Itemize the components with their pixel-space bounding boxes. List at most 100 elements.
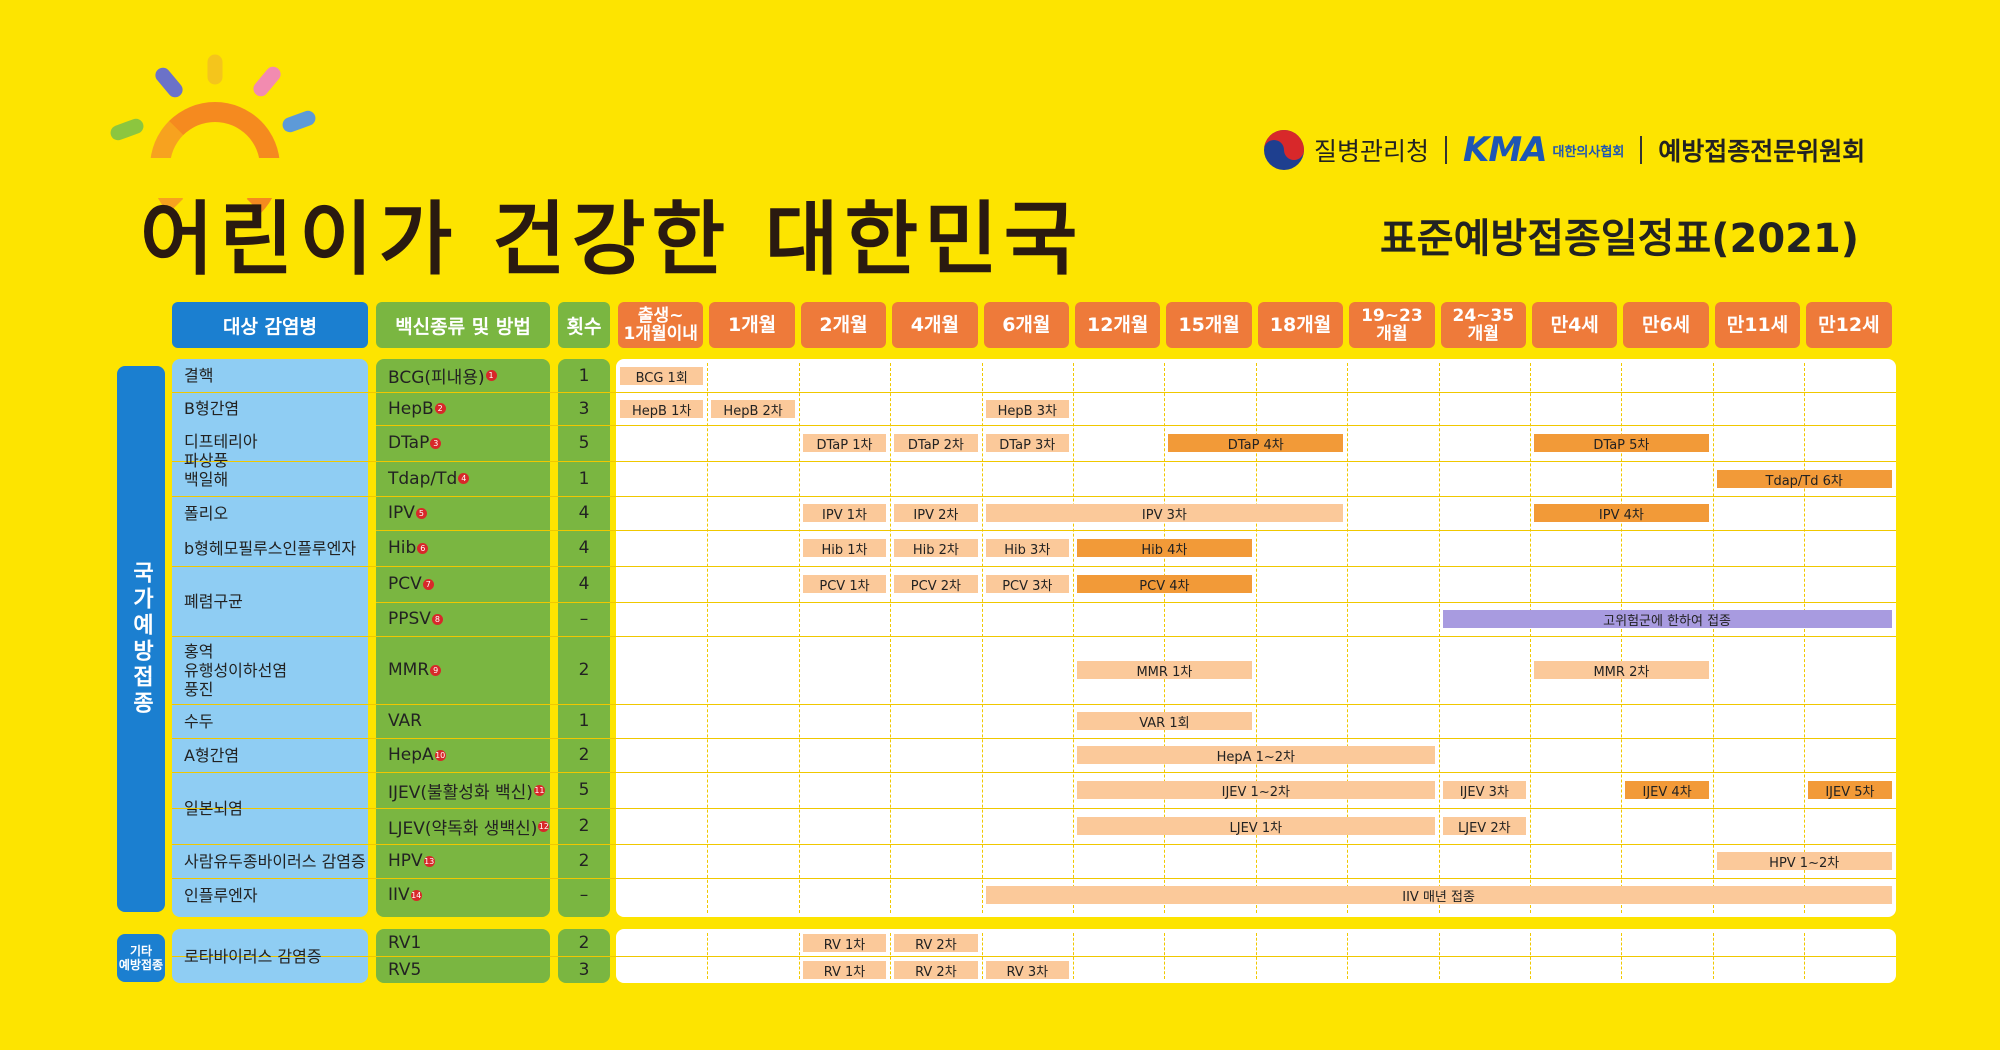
header-count: 횟수	[558, 302, 610, 348]
grid-vline	[1347, 363, 1349, 913]
dose-count: 1	[578, 711, 590, 731]
dose-bar: RV 3차	[985, 961, 1069, 980]
schedule-title: 표준예방접종일정표(2021)	[1380, 216, 1860, 262]
vaccine-name: RV1	[388, 932, 422, 953]
dose-count: 2	[578, 816, 590, 836]
grid-vline	[707, 363, 709, 913]
vaccine-label: MMR 9	[376, 636, 550, 704]
disease-label: 폴리오	[184, 503, 229, 523]
header-vaccine: 백신종류 및 방법	[376, 302, 550, 348]
vaccine-label: HepB 2	[376, 392, 550, 425]
dose-count: 3	[578, 959, 590, 980]
disease-label: 결핵	[184, 366, 214, 385]
vaccine-label: IPV 5	[376, 496, 550, 530]
vaccine-name: PPSV	[388, 609, 431, 629]
dose-count: 2	[578, 932, 590, 953]
kma-logo: KMA	[1463, 130, 1547, 170]
dose-bar: DTaP 5차	[1534, 434, 1709, 453]
count-panel	[558, 359, 610, 917]
dose-count: 1	[578, 365, 590, 386]
vaccine-label: Tdap/Td 4	[376, 461, 550, 496]
vaccine-name: RV5	[388, 959, 422, 980]
disease-label: 홍역 유행성이하선염 풍진	[184, 641, 288, 699]
grid-vline	[1164, 363, 1166, 913]
vaccine-name: HPV	[388, 851, 423, 871]
dose-bar: IPV 1차	[802, 504, 887, 523]
dose-bar: IJEV 1~2차	[1077, 781, 1435, 800]
dose-bar: MMR 2차	[1534, 661, 1709, 680]
grid-hline	[172, 636, 1896, 637]
vaccine-name: HepB	[388, 398, 434, 419]
dose-bar: HepA 1~2차	[1077, 746, 1435, 765]
disease-label: 일본뇌염	[184, 798, 243, 818]
footnote-marker: 2	[434, 403, 446, 414]
footnote-marker: 1	[485, 370, 497, 381]
grid-vline	[798, 363, 800, 913]
dose-bar: IPV 3차	[985, 504, 1344, 523]
section-other: 기타 예방접종	[117, 934, 165, 982]
header-age-8: 19~23 개월	[1349, 302, 1435, 348]
grid-vline	[1621, 363, 1623, 913]
header-age-4: 6개월	[983, 302, 1069, 348]
dose-bar: IIV 매년 접종	[985, 886, 1892, 905]
dose-bar: IPV 2차	[894, 504, 978, 523]
divider	[1445, 136, 1448, 164]
grid-hline	[376, 530, 1896, 531]
dose-bar: IJEV 3차	[1442, 781, 1526, 800]
vaccine-label: VAR	[376, 704, 550, 738]
dose-bar: IPV 4차	[1534, 504, 1709, 523]
dose-count: 2	[578, 851, 590, 871]
vaccine-name: Tdap/Td	[388, 468, 458, 489]
vaccine-name: LJEV(약독화 생백신)	[388, 818, 538, 839]
vaccine-name: IJEV(불활성화 백신)	[388, 782, 533, 803]
dose-bar: Hib 1차	[802, 539, 887, 558]
kdca-logo-icon	[1264, 130, 1304, 170]
dose-bar: Hib 2차	[894, 539, 978, 558]
grid-hline	[172, 956, 1896, 957]
vaccine-name: PCV	[388, 574, 422, 594]
disease-label: 디프테리아 파상풍 백일해	[184, 432, 258, 489]
dose-bar: PCV 2차	[894, 575, 978, 594]
vaccine-name: VAR	[388, 711, 422, 731]
header-disease: 대상 감염병	[172, 302, 368, 348]
vaccine-label: HepA 10	[376, 738, 550, 772]
dose-bar: RV 1차	[802, 961, 887, 980]
dose-bar: DTaP 1차	[802, 434, 887, 453]
disease-label: 인플루엔자	[184, 885, 258, 905]
dose-bar: DTaP 3차	[985, 434, 1069, 453]
disease-label: B형간염	[184, 399, 240, 418]
main-title: 어린이가 건강한 대한민국	[140, 193, 1084, 286]
dose-count: 4	[578, 503, 590, 523]
vaccine-name: MMR	[388, 660, 430, 680]
dose-bar: MMR 1차	[1077, 661, 1252, 680]
grid-hline	[172, 704, 1896, 705]
vaccine-name: IPV	[388, 503, 415, 523]
header-age-13: 만12세	[1806, 302, 1892, 348]
org-kdca: 질병관리청	[1314, 137, 1430, 166]
grid-hline	[172, 808, 1896, 809]
vaccine-name: BCG(피내용)	[388, 368, 485, 388]
dose-bar: PCV 4차	[1077, 575, 1252, 594]
dose-bar: HepB 2차	[711, 400, 795, 419]
header-age-1: 1개월	[709, 302, 795, 348]
footnote-marker: 7	[422, 578, 434, 590]
grid-hline	[172, 738, 1896, 739]
footnote-marker: 12	[538, 820, 550, 832]
vaccine-label: IJEV(불활성화 백신) 11	[376, 772, 550, 808]
grid-vline	[1712, 363, 1714, 913]
dose-bar: DTaP 4차	[1168, 434, 1344, 453]
grid-hline	[172, 496, 1896, 497]
grid-vline	[1073, 363, 1074, 913]
dose-bar: HepB 3차	[985, 400, 1069, 419]
sun-logo-icon	[100, 50, 330, 232]
dose-count: 5	[578, 433, 590, 453]
vaccine-label: IIV 14	[376, 878, 550, 912]
dose-bar: 고위험군에 한하여 접종	[1442, 610, 1892, 629]
dose-count: 4	[578, 538, 590, 558]
dose-bar: IJEV 4차	[1625, 781, 1709, 800]
footnote-marker: 6	[417, 542, 429, 554]
vaccine-label: LJEV(약독화 생백신) 12	[376, 808, 550, 844]
disease-label: 수두	[184, 711, 214, 731]
grid-vline	[981, 363, 983, 913]
grid-vline	[1255, 363, 1257, 913]
